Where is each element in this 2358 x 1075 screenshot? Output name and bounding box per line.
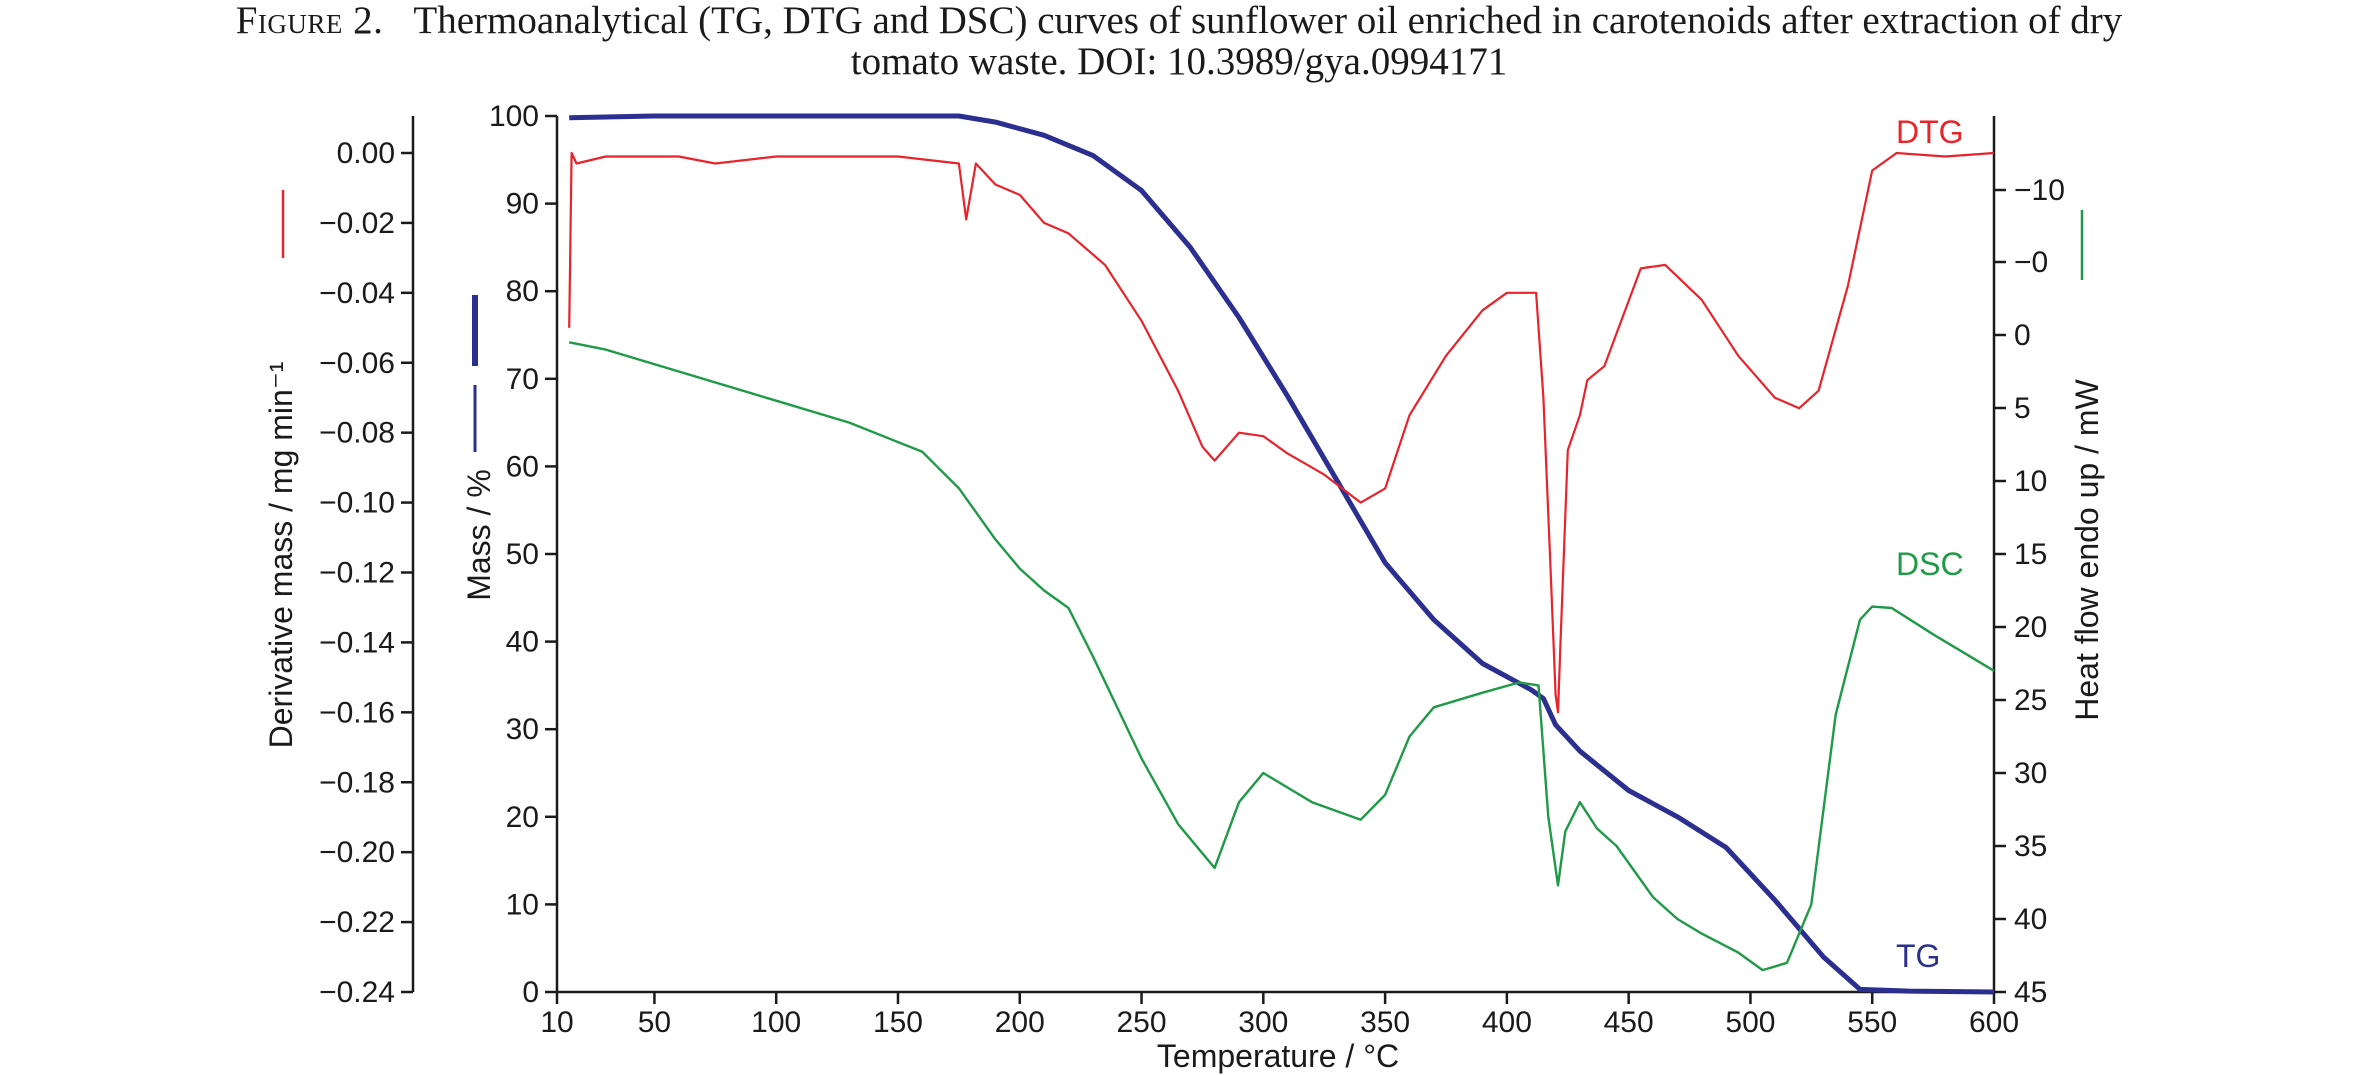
derivative-tick-label: −0.06 [319, 347, 395, 380]
heat-flow-tick-label: 40 [2014, 903, 2047, 936]
x-tick-label: 200 [995, 1006, 1045, 1039]
heat-flow-tick-label: 10 [2014, 465, 2047, 498]
x-tick-label: 500 [1725, 1006, 1775, 1039]
heat-flow-axis-title: Heat flow endo up / mW [2069, 378, 2105, 720]
caption-text-1: Thermoanalytical (TG, DTG and DSC) curve… [413, 0, 2123, 42]
x-tick-label: 600 [1969, 1006, 2019, 1039]
x-axis-title: Temperature / °C [1157, 1038, 1399, 1074]
derivative-tick-label: −0.16 [319, 696, 395, 729]
derivative-tick-label: −0.20 [319, 836, 395, 869]
x-tick-label: 450 [1604, 1006, 1654, 1039]
derivative-tick-label: 0.00 [337, 137, 395, 170]
heat-flow-tick-label: −0 [2014, 246, 2048, 279]
mass-tick-label: 30 [506, 713, 539, 746]
mass-tick-label: 10 [506, 888, 539, 921]
heat-flow-tick-label: 20 [2014, 611, 2047, 644]
x-tick-label: 350 [1360, 1006, 1410, 1039]
derivative-tick-label: −0.14 [319, 626, 395, 659]
heat-flow-tick-label: 45 [2014, 976, 2047, 1009]
derivative-tick-label: −0.04 [319, 277, 395, 310]
caption-line-2: tomato waste. DOI: 10.3989/gya.0994171 [850, 40, 1508, 83]
heat-flow-tick-label: 15 [2014, 538, 2047, 571]
mass-tick-label: 70 [506, 363, 539, 396]
curve-layer [568, 113, 1995, 995]
heat-flow-tick-label: 0 [2014, 319, 2031, 352]
mass-tick-label: 50 [506, 538, 539, 571]
mass-tick-label: 0 [522, 976, 539, 1009]
heat-flow-tick-label: 25 [2014, 684, 2047, 717]
dtg-curve [568, 151, 1995, 714]
x-tick-label: 250 [1117, 1006, 1167, 1039]
derivative-axis-title: Derivative mass / mg min⁻¹ [263, 362, 299, 749]
mass-tick-label: 100 [489, 100, 539, 133]
tg-curve [569, 113, 1995, 995]
x-tick-label: 150 [873, 1006, 923, 1039]
tick-layer: 10 50 100 150 200 250 300 350 400 450 500 550 600100… [319, 100, 2065, 1039]
tg-label: TG [1896, 938, 1940, 974]
x-tick-label: 50 [638, 1006, 671, 1039]
heat-flow-tick-label: 5 [2014, 392, 2031, 425]
derivative-tick-label: −0.02 [319, 207, 395, 240]
dsc-label: DSC [1896, 546, 1964, 582]
derivative-tick-label: −0.08 [319, 417, 395, 450]
x-tick-label: 100 [751, 1006, 801, 1039]
caption-line-1: Figure 2. Thermoanalytical (TG, DTG and D… [0, 0, 2358, 41]
dsc-curve [568, 341, 1995, 972]
x-tick-label: 10 [540, 1006, 573, 1039]
x-tick-label: 550 [1847, 1006, 1897, 1039]
mass-axis-title: Mass / % [461, 469, 497, 601]
mass-tick-label: 20 [506, 801, 539, 834]
derivative-tick-label: −0.18 [319, 766, 395, 799]
derivative-tick-label: −0.10 [319, 487, 395, 520]
heat-flow-tick-label: −10 [2014, 174, 2065, 207]
x-tick-label: 300 [1238, 1006, 1288, 1039]
x-tick-label: 400 [1482, 1006, 1532, 1039]
figure-caption: Figure 2. Thermoanalytical (TG, DTG and D… [0, 0, 2358, 82]
derivative-tick-label: −0.22 [319, 906, 395, 939]
derivative-tick-label: −0.24 [319, 976, 395, 1009]
mass-tick-label: 40 [506, 626, 539, 659]
heat-flow-tick-label: 35 [2014, 830, 2047, 863]
mass-tick-label: 80 [506, 275, 539, 308]
mass-tick-label: 90 [506, 188, 539, 221]
heat-flow-tick-label: 30 [2014, 757, 2047, 790]
mass-tick-label: 60 [506, 450, 539, 483]
derivative-tick-label: −0.12 [319, 557, 395, 590]
dtg-label: DTG [1896, 114, 1964, 150]
figure-label: Figure 2. [235, 0, 384, 42]
